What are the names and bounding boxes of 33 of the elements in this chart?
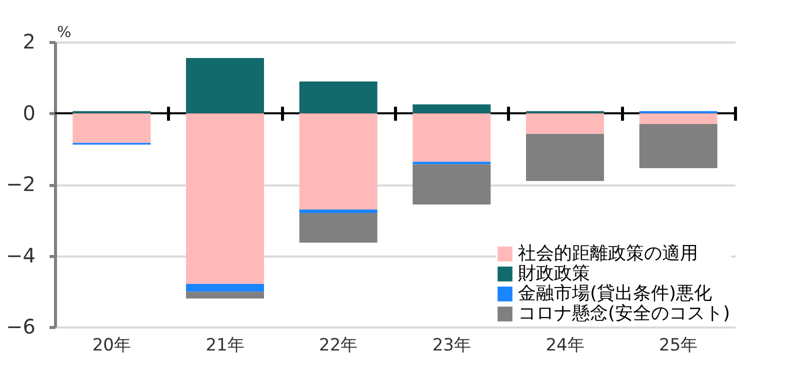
- y-axis-title: %: [57, 23, 72, 41]
- bar: [412, 162, 491, 164]
- x-tick-label: 25年: [659, 336, 698, 356]
- bar: [299, 213, 378, 243]
- bar: [186, 113, 264, 284]
- y-tick-label: −4: [6, 243, 36, 268]
- bar: [526, 113, 604, 134]
- legend-label: 金融市場(貸出条件)悪化: [518, 283, 712, 304]
- legend-label: 社会的距離政策の適用: [518, 243, 698, 264]
- bar: [299, 209, 378, 213]
- y-tick-label: 0: [22, 100, 36, 125]
- bar: [72, 113, 151, 143]
- y-tick-label: −6: [6, 314, 36, 338]
- legend-label: コロナ懸念(安全のコスト): [518, 303, 730, 324]
- bar: [639, 113, 718, 124]
- bar: [526, 134, 604, 181]
- x-tick-label: 20年: [92, 336, 131, 356]
- bar: [299, 82, 378, 114]
- x-tick-label: 24年: [546, 336, 584, 356]
- bar: [639, 124, 718, 168]
- x-tick-label: 21年: [206, 336, 244, 356]
- bar: [186, 58, 264, 114]
- bar: [412, 113, 491, 162]
- x-tick-label: 23年: [432, 336, 471, 356]
- y-tick-label: −2: [6, 172, 36, 196]
- bar: [186, 284, 264, 292]
- bar: [412, 164, 491, 204]
- bar: [412, 104, 491, 114]
- y-tick-label: 2: [22, 30, 36, 54]
- bar: [186, 292, 264, 298]
- legend-label: 財政政策: [518, 263, 590, 284]
- bar: [299, 113, 378, 210]
- x-tick-label: 22年: [319, 336, 358, 356]
